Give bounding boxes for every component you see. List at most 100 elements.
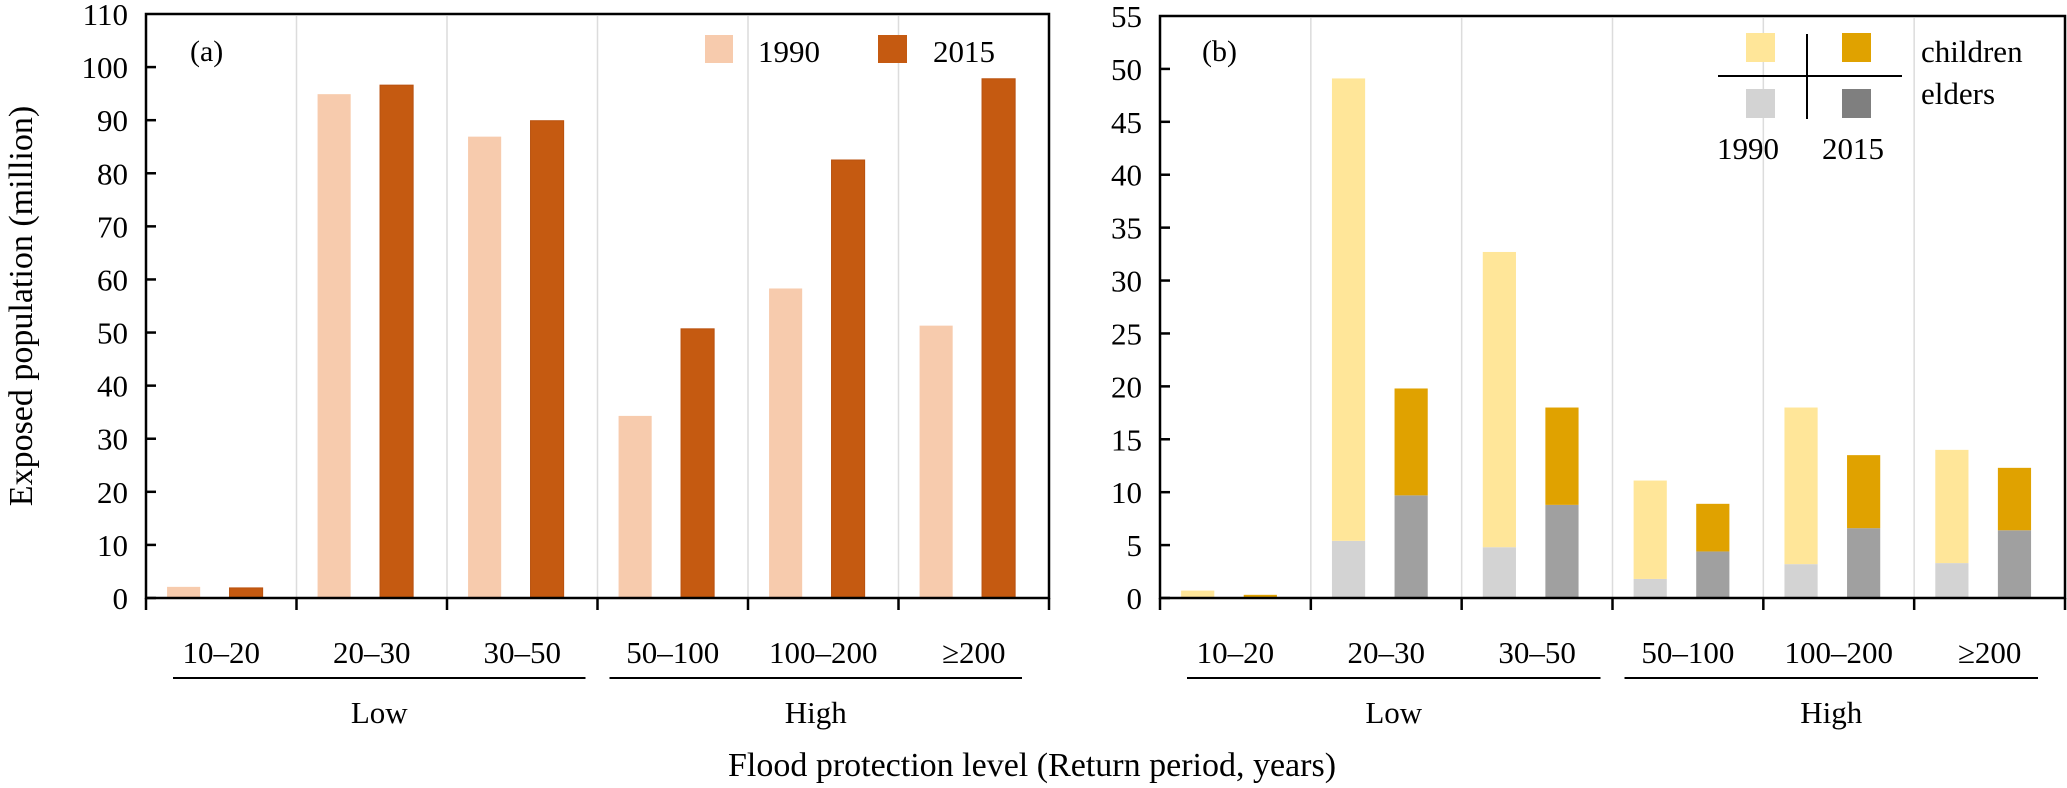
bar-2015-children-ge200 [1997, 467, 2032, 531]
y-tick-label: 90 [97, 103, 128, 138]
y-tick-label: 40 [97, 369, 128, 404]
bar-1990-100-200 [769, 288, 803, 598]
x-tick-label-100-200: 100–200 [769, 635, 878, 670]
panel-b: 0 5 10 15 20 25 30 35 40 45 50 55 10–20 20–30 30–50 50… [1111, 0, 2067, 730]
bar-2015-elders-ge200 [1997, 530, 2032, 598]
y-tick-label: 15 [1111, 422, 1142, 457]
panel-b-group-labels: Low High [1187, 677, 2038, 730]
y-tick-label: 0 [1127, 581, 1143, 616]
y-tick-label: 25 [1111, 316, 1142, 351]
legend-swatch-children-2015 [1842, 33, 1871, 62]
x-tick-label-50-100: 50–100 [626, 635, 719, 670]
y-tick-label: 20 [1111, 369, 1142, 404]
bar-1990-children-100-200 [1784, 407, 1818, 565]
bar-2015-children-20-30 [1394, 388, 1428, 496]
y-tick-label: 10 [97, 528, 128, 563]
legend-label-elders: elders [1921, 76, 1995, 111]
y-tick-label: 110 [83, 0, 128, 32]
bar-2015-10-20 [229, 587, 264, 599]
bar-2015-elders-20-30 [1394, 495, 1428, 598]
bar-2015-children-100-200 [1847, 455, 1881, 529]
bar-1990-children-ge200 [1935, 449, 1969, 564]
bar-2015-elders-30-50 [1545, 504, 1579, 598]
panel-b-x-axis: 10–20 20–30 30–50 50–100 100–200 ≥200 [1158, 598, 2067, 670]
y-tick-label: 50 [1111, 52, 1142, 87]
panel-a-label: (a) [190, 35, 223, 68]
legend-label-2015: 2015 [933, 34, 995, 69]
bar-2015-20-30 [379, 84, 414, 599]
group-label-high: High [1800, 695, 1863, 730]
y-tick-label: 0 [113, 581, 129, 616]
bar-1990-20-30 [317, 94, 351, 599]
y-tick-label: 50 [97, 316, 128, 351]
x-tick-label-ge200: ≥200 [942, 635, 1006, 670]
y-axis-title: Exposed population (million) [3, 106, 40, 506]
y-tick-label: 5 [1127, 528, 1143, 563]
y-tick-label: 80 [97, 156, 128, 191]
bar-1990-children-20-30 [1331, 78, 1366, 541]
bar-2015-children-10-20 [1243, 594, 1277, 597]
bar-1990-elders-50-100 [1633, 578, 1667, 598]
panel-a-legend: 1990 2015 [705, 34, 995, 69]
y-tick-label: 70 [97, 209, 128, 244]
y-tick-label: 40 [1111, 158, 1142, 193]
legend-swatch-2015 [878, 35, 907, 63]
bar-2015-children-50-100 [1696, 503, 1730, 552]
x-tick-label-20-30: 20–30 [1348, 635, 1426, 670]
bar-1990-30-50 [468, 136, 502, 598]
group-label-high: High [785, 695, 848, 730]
x-tick-label-10-20: 10–20 [1197, 635, 1275, 670]
panel-b-bars [1181, 78, 2032, 598]
panel-b-label: (b) [1202, 35, 1237, 68]
panel-a-y-axis: 0 10 20 30 40 50 60 70 80 90 100 110 [82, 0, 156, 616]
legend-label-1990: 1990 [758, 34, 820, 69]
group-label-low: Low [351, 695, 408, 730]
x-tick-label-20-30: 20–30 [333, 635, 411, 670]
panel-a: 0 10 20 30 40 50 60 70 80 90 100 110 10–20 20–30 30–5… [82, 0, 1051, 730]
bar-1990-elders-ge200 [1935, 563, 1969, 598]
x-tick-label-ge200: ≥200 [1958, 635, 2022, 670]
legend-label-1990: 1990 [1717, 131, 1779, 166]
bar-1990-elders-30-50 [1482, 547, 1516, 598]
bar-1990-elders-20-30 [1331, 540, 1366, 598]
group-label-low: Low [1365, 695, 1422, 730]
y-tick-label: 60 [97, 262, 128, 297]
y-tick-label: 30 [97, 422, 128, 457]
bar-2015-elders-50-100 [1696, 551, 1730, 598]
bar-2015-ge200 [981, 78, 1016, 599]
y-tick-label: 30 [1111, 264, 1142, 299]
y-tick-label: 35 [1111, 211, 1142, 246]
x-tick-label-50-100: 50–100 [1641, 635, 1734, 670]
panel-b-gridlines [1310, 18, 1915, 598]
legend-label-2015: 2015 [1822, 131, 1884, 166]
x-axis-title: Flood protection level (Return period, y… [728, 747, 1336, 784]
y-tick-label: 100 [82, 50, 129, 85]
y-tick-label: 45 [1111, 105, 1142, 140]
bar-2015-elders-100-200 [1847, 528, 1881, 598]
x-tick-label-30-50: 30–50 [484, 635, 562, 670]
x-tick-label-30-50: 30–50 [1498, 635, 1576, 670]
x-tick-label-100-200: 100–200 [1785, 635, 1894, 670]
y-tick-label: 10 [1111, 475, 1142, 510]
legend-swatch-elders-2015 [1842, 89, 1871, 118]
bar-2015-100-200 [831, 159, 866, 599]
x-tick-label-10-20: 10–20 [183, 635, 261, 670]
legend-swatch-children-1990 [1746, 33, 1775, 62]
y-tick-label: 55 [1111, 0, 1142, 34]
bar-2015-50-100 [680, 328, 715, 599]
bar-1990-children-10-20 [1181, 590, 1215, 597]
bar-1990-10-20 [167, 586, 201, 598]
panel-a-bars [167, 78, 1016, 599]
legend-label-children: children [1921, 34, 2023, 69]
panel-b-y-axis: 0 5 10 15 20 25 30 35 40 45 50 55 [1111, 0, 1170, 616]
panel-a-group-labels: Low High [173, 677, 1022, 730]
legend-swatch-elders-1990 [1746, 89, 1775, 118]
y-tick-label: 20 [97, 475, 128, 510]
bar-1990-elders-100-200 [1784, 564, 1818, 598]
bar-1990-50-100 [618, 415, 652, 598]
panel-a-x-axis: 10–20 20–30 30–50 50–100 100–200 ≥200 [144, 598, 1051, 670]
bar-1990-children-50-100 [1633, 480, 1667, 579]
panel-b-legend: children elders 1990 2015 [1717, 33, 2023, 166]
bar-2015-30-50 [530, 120, 565, 599]
